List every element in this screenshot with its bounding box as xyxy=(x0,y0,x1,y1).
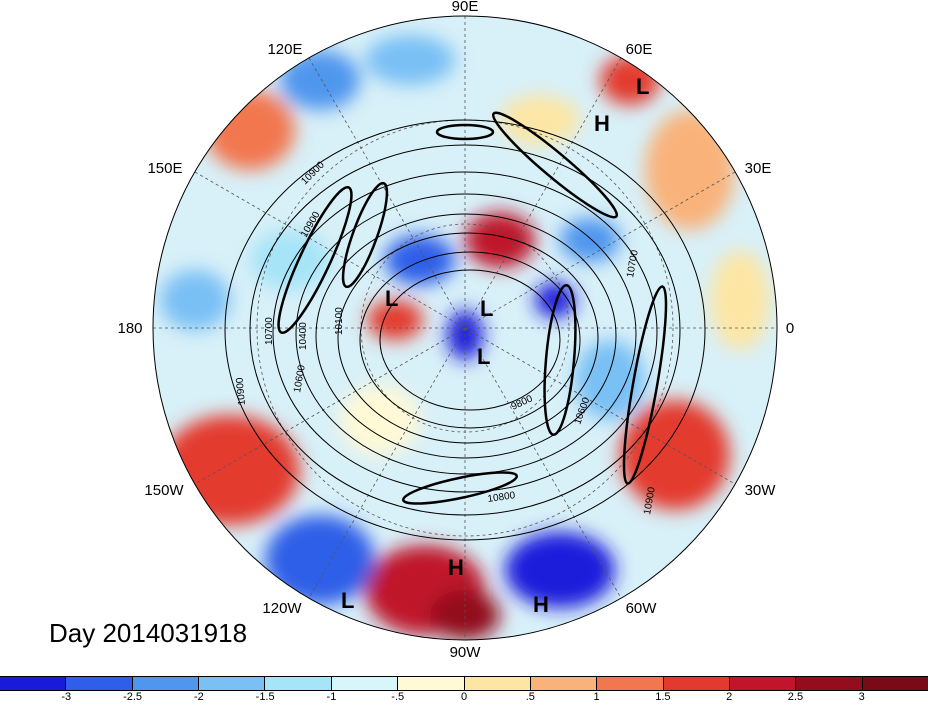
contour-label: 10900 xyxy=(235,377,248,406)
colorbar-box xyxy=(198,677,265,690)
colorbar-box xyxy=(662,677,729,690)
longitude-label-90e: 90E xyxy=(452,0,479,15)
longitude-label-150w: 150W xyxy=(144,482,184,499)
colorbar-box xyxy=(728,677,796,690)
colorbar-box xyxy=(0,677,66,690)
colorbar-tick-label: 2.5 xyxy=(787,691,804,703)
colorbar-box xyxy=(397,677,464,690)
colorbar-box xyxy=(330,677,398,690)
high-pressure-label: H xyxy=(533,592,549,617)
contour-label: 10100 xyxy=(334,307,345,335)
high-pressure-label: H xyxy=(448,555,464,580)
contour-label: 10400 xyxy=(298,322,309,350)
contour-label: 10900 xyxy=(642,486,658,516)
contour-label: 10600 xyxy=(292,364,308,394)
longitude-label-60w: 60W xyxy=(626,600,658,617)
longitude-label-90w: 90W xyxy=(450,644,482,661)
colorbar-box xyxy=(463,677,530,690)
colorbar-tick-label: 0 xyxy=(460,691,468,703)
colorbar-tick-label: 2 xyxy=(726,691,733,703)
high-pressure-label: H xyxy=(594,111,610,136)
colorbar-tick-label: .5 xyxy=(525,691,535,703)
plot-title: Day 2014031918 xyxy=(49,618,248,648)
height-contours xyxy=(224,119,706,541)
low-pressure-label: L xyxy=(341,588,354,613)
longitude-label-0: 0 xyxy=(786,320,794,337)
low-pressure-label: L xyxy=(636,74,649,99)
colorbar-box xyxy=(861,677,928,690)
low-pressure-label: L xyxy=(477,344,490,369)
map-boundary xyxy=(152,15,778,641)
colorbar-tick-label: 1 xyxy=(593,691,600,703)
colorbar-tick-label: -3 xyxy=(61,691,72,703)
colorbar-box xyxy=(596,677,663,690)
colorbar-labels: -3 -2.5 -2 -1.5 -1 -.5 0 .5 1 1.5 2 2.5 3 xyxy=(0,691,928,704)
contour-label: 10700 xyxy=(264,317,275,345)
polar-map: 10900 10900 10700 10400 10100 10600 1090… xyxy=(117,0,794,661)
longitude-label-30w: 30W xyxy=(745,482,777,499)
colorbar-tick-label: -.5 xyxy=(391,691,405,703)
colorbar-box xyxy=(264,677,331,690)
longitude-label-180: 180 xyxy=(117,320,142,337)
anomaly-field xyxy=(153,16,777,640)
colorbar-box xyxy=(529,677,597,690)
jet-contours xyxy=(277,111,668,505)
longitude-label-30e: 30E xyxy=(745,160,772,177)
contour-label: 10800 xyxy=(487,490,517,505)
colorbar-tick-label: -1.5 xyxy=(255,691,275,703)
low-pressure-label: L xyxy=(385,286,398,311)
colorbar-box xyxy=(795,677,862,690)
colorbar-tick-label: -2 xyxy=(193,691,204,703)
colorbar-box xyxy=(65,677,132,690)
colorbar-tick-label: 3 xyxy=(858,691,865,703)
colorbar-tick-label: 1.5 xyxy=(655,691,671,703)
longitude-label-120w: 120W xyxy=(262,600,302,617)
colorbar-tick-label: -1 xyxy=(326,691,337,703)
colorbar-tick-label: -2.5 xyxy=(123,691,143,703)
colorbar-boxes xyxy=(0,676,928,691)
colorbar: -3 -2.5 -2 -1.5 -1 -.5 0 .5 1 1.5 2 2.5 3 xyxy=(0,676,928,704)
contour-label: 10700 xyxy=(625,249,641,279)
low-pressure-label: L xyxy=(480,296,493,321)
colorbar-box xyxy=(131,677,199,690)
longitude-label-120e: 120E xyxy=(267,41,302,58)
longitude-label-60e: 60E xyxy=(626,41,653,58)
longitude-label-150e: 150E xyxy=(147,160,182,177)
